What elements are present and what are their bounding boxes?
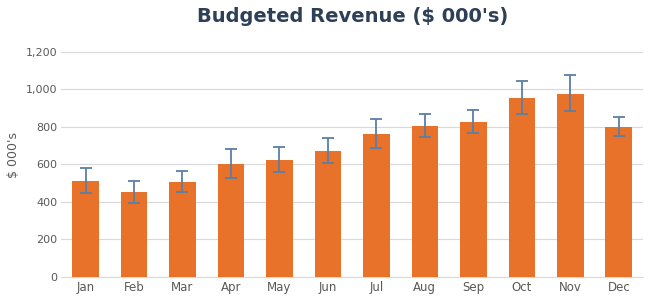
Bar: [218, 164, 244, 277]
Bar: [121, 192, 148, 277]
Bar: [557, 94, 584, 277]
Bar: [460, 122, 487, 277]
Bar: [363, 134, 390, 277]
Bar: [72, 181, 99, 277]
Bar: [315, 151, 341, 277]
Bar: [266, 160, 292, 277]
Bar: [508, 98, 535, 277]
Bar: [169, 182, 196, 277]
Bar: [411, 126, 438, 277]
Bar: [606, 127, 632, 277]
Y-axis label: $ 000's: $ 000's: [7, 132, 20, 178]
Title: Budgeted Revenue ($ 000's): Budgeted Revenue ($ 000's): [196, 7, 508, 26]
